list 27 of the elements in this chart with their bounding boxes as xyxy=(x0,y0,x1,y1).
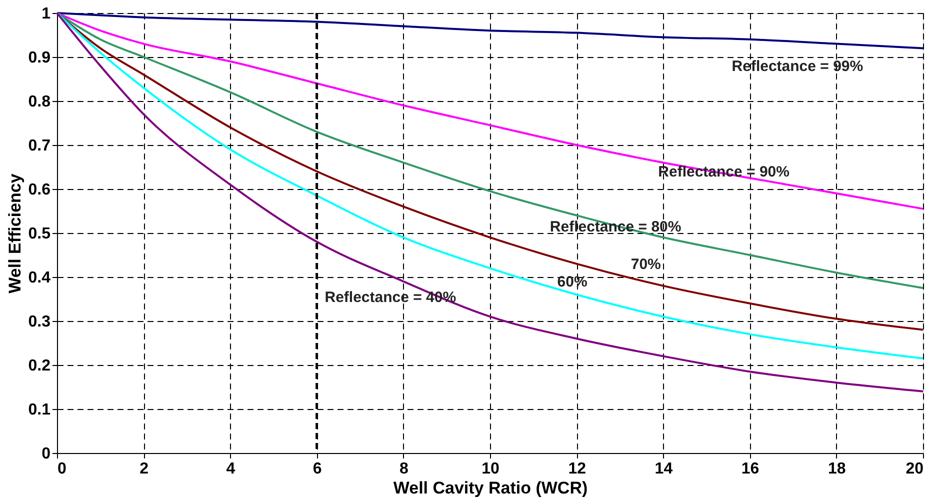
y-tick-label: 0.9 xyxy=(28,50,51,66)
x-tick-label: 2 xyxy=(140,460,149,478)
x-tick-label: 6 xyxy=(312,460,322,478)
x-tick-label: 8 xyxy=(399,460,408,478)
annotation: 60% xyxy=(557,273,588,290)
y-tick-label: 0.1 xyxy=(28,402,51,418)
x-tick-label: 12 xyxy=(568,460,586,478)
y-tick-label: 0 xyxy=(42,446,51,462)
y-tick-label: 0.7 xyxy=(28,138,51,154)
x-tick-label: 0 xyxy=(58,460,66,478)
x-axis-title: Well Cavity Ratio (WCR) xyxy=(393,478,588,498)
annotation: Reflectance = 99% xyxy=(732,58,864,75)
y-tick-label: 0.4 xyxy=(28,270,51,286)
x-tick-label: 10 xyxy=(482,460,500,478)
x-tick-label: 16 xyxy=(741,460,760,478)
x-tick-label: 4 xyxy=(226,460,236,478)
y-tick-label: 1 xyxy=(42,6,51,22)
x-tick-label: 14 xyxy=(654,460,673,478)
y-tick-label: 0.8 xyxy=(28,94,51,110)
y-axis-title: Well Efficiency xyxy=(5,173,24,294)
x-tick-label: 18 xyxy=(828,460,846,478)
y-tick-label: 0.5 xyxy=(28,226,51,242)
annotation: 70% xyxy=(630,256,661,273)
y-tick-label: 0.6 xyxy=(28,182,51,198)
y-tick-label: 0.2 xyxy=(28,358,51,374)
y-tick-label: 0.3 xyxy=(28,314,51,330)
x-tick-label: 20 xyxy=(906,460,924,478)
